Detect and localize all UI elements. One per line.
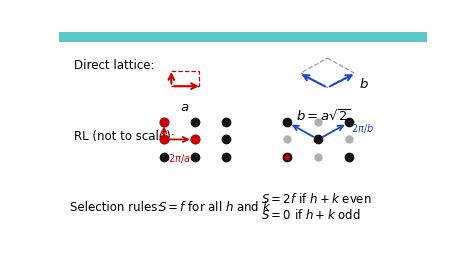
Text: $2\pi/a$: $2\pi/a$ bbox=[168, 152, 191, 165]
Text: $a$: $a$ bbox=[181, 101, 190, 114]
Text: $b$: $b$ bbox=[359, 77, 369, 91]
Text: Direct lattice:: Direct lattice: bbox=[74, 59, 155, 72]
Text: $S = 0$ if $h + k$ odd: $S = 0$ if $h + k$ odd bbox=[261, 208, 361, 222]
Bar bbox=[59, 32, 427, 42]
Bar bbox=[171, 71, 199, 86]
Text: $2\pi/b$: $2\pi/b$ bbox=[351, 122, 374, 135]
Text: $S = 2f$ if $h + k$ even: $S = 2f$ if $h + k$ even bbox=[261, 192, 372, 206]
Text: Selection rules:: Selection rules: bbox=[70, 201, 162, 214]
Text: $b = a\sqrt{2}$: $b = a\sqrt{2}$ bbox=[296, 108, 351, 123]
Text: $S = f$ for all $h$ and $k$: $S = f$ for all $h$ and $k$ bbox=[158, 200, 272, 214]
Text: RL (not to scale):: RL (not to scale): bbox=[74, 130, 175, 143]
